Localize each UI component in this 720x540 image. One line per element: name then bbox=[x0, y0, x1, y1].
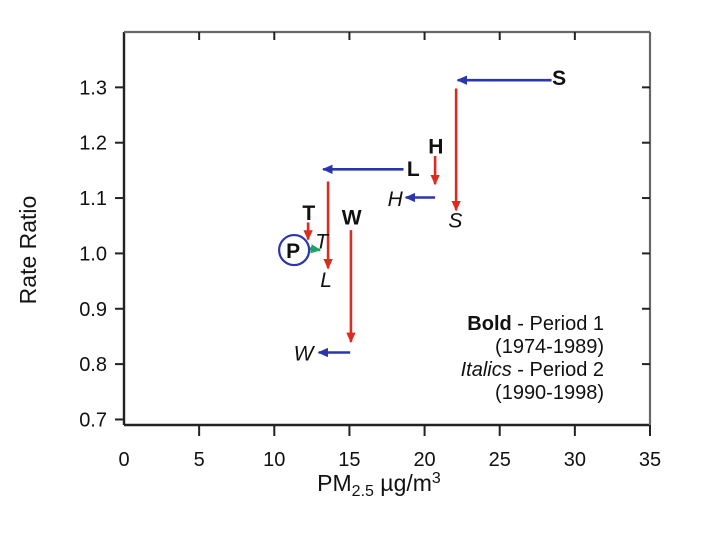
city-label-period1-P: P bbox=[286, 240, 300, 263]
city-label-period1-L: L bbox=[407, 158, 420, 181]
x-title-main: PM bbox=[317, 470, 352, 496]
city-label-period1-T: T bbox=[302, 202, 315, 225]
city-label-period1-S: S bbox=[552, 67, 566, 90]
x-tick-label-0: 0 bbox=[118, 449, 129, 471]
y-axis-title: Rate Ratio bbox=[15, 196, 41, 305]
y-tick-label-0.9: 0.9 bbox=[79, 299, 107, 321]
legend-text: - Period 2 bbox=[512, 359, 604, 381]
legend-text: (1990-1998) bbox=[495, 382, 604, 404]
legend-line-3: Italics - Period 2 bbox=[461, 359, 604, 381]
x-title-units: µg/m bbox=[374, 470, 432, 496]
x-tick-label-25: 25 bbox=[489, 449, 511, 471]
city-label-period2-W: W bbox=[294, 343, 316, 366]
city-label-period2-S: S bbox=[448, 209, 462, 232]
arrow-T-rr_increase bbox=[308, 244, 322, 254]
y-tick-label-1.2: 1.2 bbox=[79, 133, 107, 155]
x-title-superscript: 3 bbox=[432, 470, 441, 487]
city-label-period1-H: H bbox=[428, 136, 443, 159]
x-tick-label-10: 10 bbox=[263, 449, 285, 471]
legend-line-2: (1974-1989) bbox=[495, 336, 604, 358]
x-tick-label-35: 35 bbox=[639, 449, 661, 471]
city-label-period2-H: H bbox=[388, 188, 404, 211]
x-tick-label-20: 20 bbox=[413, 449, 435, 471]
city-label-period2-T: T bbox=[315, 230, 330, 253]
y-tick-label-1.3: 1.3 bbox=[79, 77, 107, 99]
city-label-period2-L: L bbox=[320, 269, 332, 292]
legend-text: (1974-1989) bbox=[495, 336, 604, 358]
legend-prefix: Bold bbox=[467, 313, 511, 335]
x-tick-label-15: 15 bbox=[338, 449, 360, 471]
legend-prefix: Italics bbox=[461, 359, 512, 381]
reference-city-circle bbox=[278, 233, 311, 267]
x-title-subscript: 2.5 bbox=[352, 483, 374, 500]
city-label-period1-W: W bbox=[342, 206, 362, 229]
y-tick-label-1.0: 1.0 bbox=[79, 243, 107, 265]
y-tick-label-0.8: 0.8 bbox=[79, 354, 107, 376]
x-axis-title: PM2.5 µg/m3 bbox=[317, 470, 441, 500]
legend-line-4: (1990-1998) bbox=[495, 382, 604, 404]
x-tick-label-30: 30 bbox=[564, 449, 586, 471]
legend-line-1: Bold - Period 1 bbox=[467, 313, 604, 335]
y-tick-label-1.1: 1.1 bbox=[79, 188, 107, 210]
x-tick-label-5: 5 bbox=[194, 449, 205, 471]
legend-text: - Period 1 bbox=[512, 313, 604, 335]
y-tick-label-0.7: 0.7 bbox=[79, 409, 107, 431]
